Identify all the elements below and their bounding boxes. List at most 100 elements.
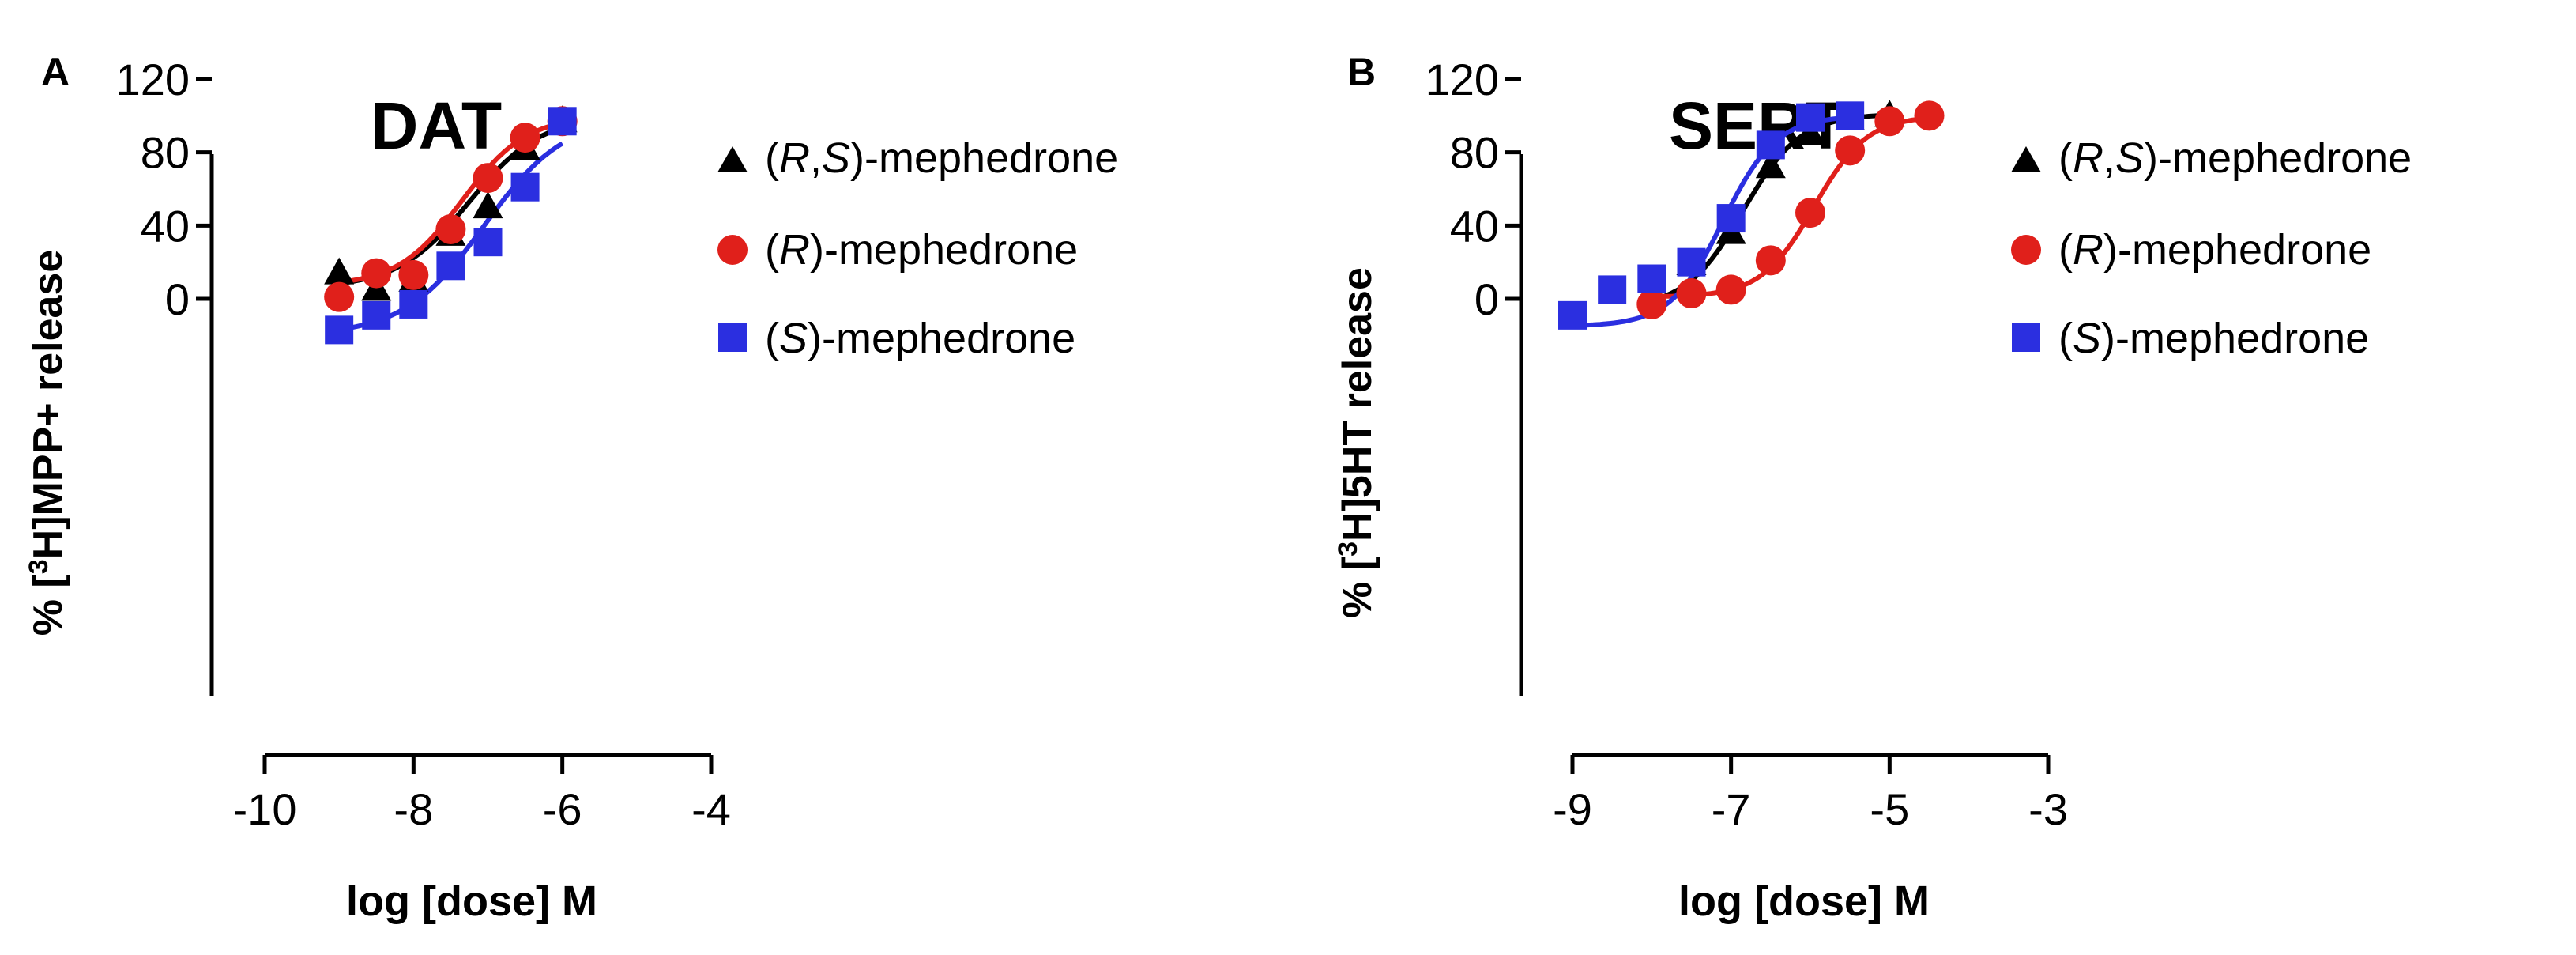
y-axis-label-b: % [3H]5HT release [1333,267,1380,618]
legend-entry-rs-b: (R,S)-mephedrone [2011,134,2412,182]
data-point-s-a-4 [473,228,503,257]
x-tick-label-a-neg6: -6 [543,784,582,834]
data-point-rs-a-0 [324,257,355,285]
x-tick-label-b-neg5: -5 [1870,784,1909,834]
data-point-r-b-2 [1715,274,1746,305]
y-label-a-suffix: H]MPP+ release [25,250,71,560]
legend-marker-s-a [718,323,747,352]
legend-marker-s-b [2012,323,2040,352]
data-point-r-a-4 [473,163,503,194]
panel-a: A DAT % [3H]MPP+ release log [dose] M 0 4… [24,50,1118,925]
legend-rs-a-close: )-mephedrone [850,134,1118,182]
y-label-a-prefix: % [ [25,574,71,636]
data-point-s-b-4 [1716,204,1746,233]
y-tick-label-a-40: 40 [141,201,190,251]
data-point-s-b-0 [1558,300,1587,330]
data-point-s-a-6 [548,107,577,136]
data-point-s-b-5 [1756,130,1785,160]
data-point-r-b-7 [1914,100,1945,131]
y-tick-label-b-80: 80 [1450,128,1499,178]
legend-b: (R,S)-mephedrone (R)-mephedrone (S)-meph… [2011,134,2412,362]
data-point-rs-b-3 [1755,151,1786,179]
data-point-r-b-4 [1795,198,1825,228]
legend-rs-b-close: )-mephedrone [2144,134,2412,182]
data-point-r-b-5 [1835,135,1866,166]
chart-title-a: DAT [371,89,502,163]
legend-marker-r-a [717,235,748,265]
x-tick-label-b-neg7: -7 [1712,784,1751,834]
legend-s-a-open: ( [765,315,779,362]
data-point-r-b-6 [1874,106,1905,137]
x-tick-label-a-neg8: -8 [394,784,433,834]
y-label-b-prefix: % [ [1335,557,1380,618]
legend-r-b-open: ( [2058,226,2073,274]
legend-rs-a-r: R [779,134,810,182]
data-point-s-a-2 [399,289,428,319]
data-point-s-b-6 [1796,103,1825,132]
legend-r-b-close: )-mephedrone [2103,226,2371,274]
y-tick-label-a-80: 80 [141,128,190,178]
x-tick-label-b-neg9: -9 [1553,784,1592,834]
data-point-r-a-0 [324,281,355,312]
data-point-rs-a-4 [473,191,503,219]
panel-b: B SERT % [3H]5HT release log [dose] M 04… [1333,50,2412,925]
y-ticks-a: 0 40 80 120 [116,55,212,324]
legend-text-s-a: (S)-mephedrone [765,315,1075,362]
legend-s-a-s: S [779,315,808,362]
data-point-r-b-0 [1636,289,1667,319]
data-point-s-a-3 [436,251,465,281]
x-ticks-a: -10 -8 -6 -4 [233,755,731,834]
data-point-s-b-3 [1677,247,1706,277]
legend-marker-rs-a [717,146,748,172]
y-label-b-sup: 3 [1333,542,1363,557]
legend-r-a-r: R [779,226,810,274]
y-tick-label-b-40: 40 [1450,201,1499,251]
data-point-s-b-7 [1836,101,1865,130]
legend-text-s-b: (S)-mephedrone [2058,315,2369,362]
legend-rs-a-sep: , [810,134,822,182]
legend-r-b-r: R [2073,226,2103,274]
legend-r-a-close: )-mephedrone [810,226,1078,274]
y-label-b-suffix: H]5HT release [1335,267,1380,542]
y-axis-label-a: % [3H]MPP+ release [24,250,71,636]
legend-rs-b-s: S [2115,134,2144,182]
x-tick-label-a-neg4: -4 [691,784,731,834]
legend-rs-a-s: S [822,134,850,182]
legend-s-a-close: )-mephedrone [808,315,1075,362]
data-point-s-a-1 [362,300,391,330]
legend-marker-r-b [2011,235,2041,265]
legend-entry-s-b: (S)-mephedrone [2012,315,2369,362]
legend-entry-r-b: (R)-mephedrone [2011,226,2371,274]
data-point-s-a-0 [325,315,354,345]
panel-label-a: A [41,50,70,94]
x-axis-label-b: log [dose] M [1678,878,1930,925]
legend-rs-a-open: ( [765,134,779,182]
legend-entry-r-a: (R)-mephedrone [717,226,1078,274]
x-ticks-b: -9 -7 -5 -3 [1553,755,2068,834]
legend-rs-b-open: ( [2058,134,2073,182]
data-point-s-a-5 [510,172,540,202]
legend-text-r-a: (R)-mephedrone [765,226,1078,274]
legend-text-rs-b: (R,S)-mephedrone [2058,134,2412,182]
data-point-r-a-5 [510,123,540,153]
data-point-r-a-3 [435,213,466,244]
panel-label-b: B [1347,50,1376,94]
y-ticks-b: 0 40 80 120 [1425,55,1521,324]
legend-s-b-open: ( [2058,315,2073,362]
legend-entry-rs-a: (R,S)-mephedrone [717,134,1118,182]
data-points-a [324,105,578,345]
legend-s-b-close: )-mephedrone [2101,315,2369,362]
legend-a: (R,S)-mephedrone (R)-mephedrone (S)-meph… [717,134,1118,362]
y-tick-label-b-120: 120 [1425,55,1499,104]
legend-rs-b-r: R [2073,134,2103,182]
data-point-r-a-1 [361,258,392,289]
x-tick-label-a-neg10: -10 [233,784,297,834]
data-points-b [1558,100,1945,330]
x-axis-label-a: log [dose] M [346,878,597,925]
legend-entry-s-a: (S)-mephedrone [718,315,1075,362]
legend-r-a-open: ( [765,226,779,274]
data-point-s-b-2 [1637,264,1666,293]
data-point-r-a-2 [398,259,429,290]
y-label-a-sup: 3 [24,559,54,574]
